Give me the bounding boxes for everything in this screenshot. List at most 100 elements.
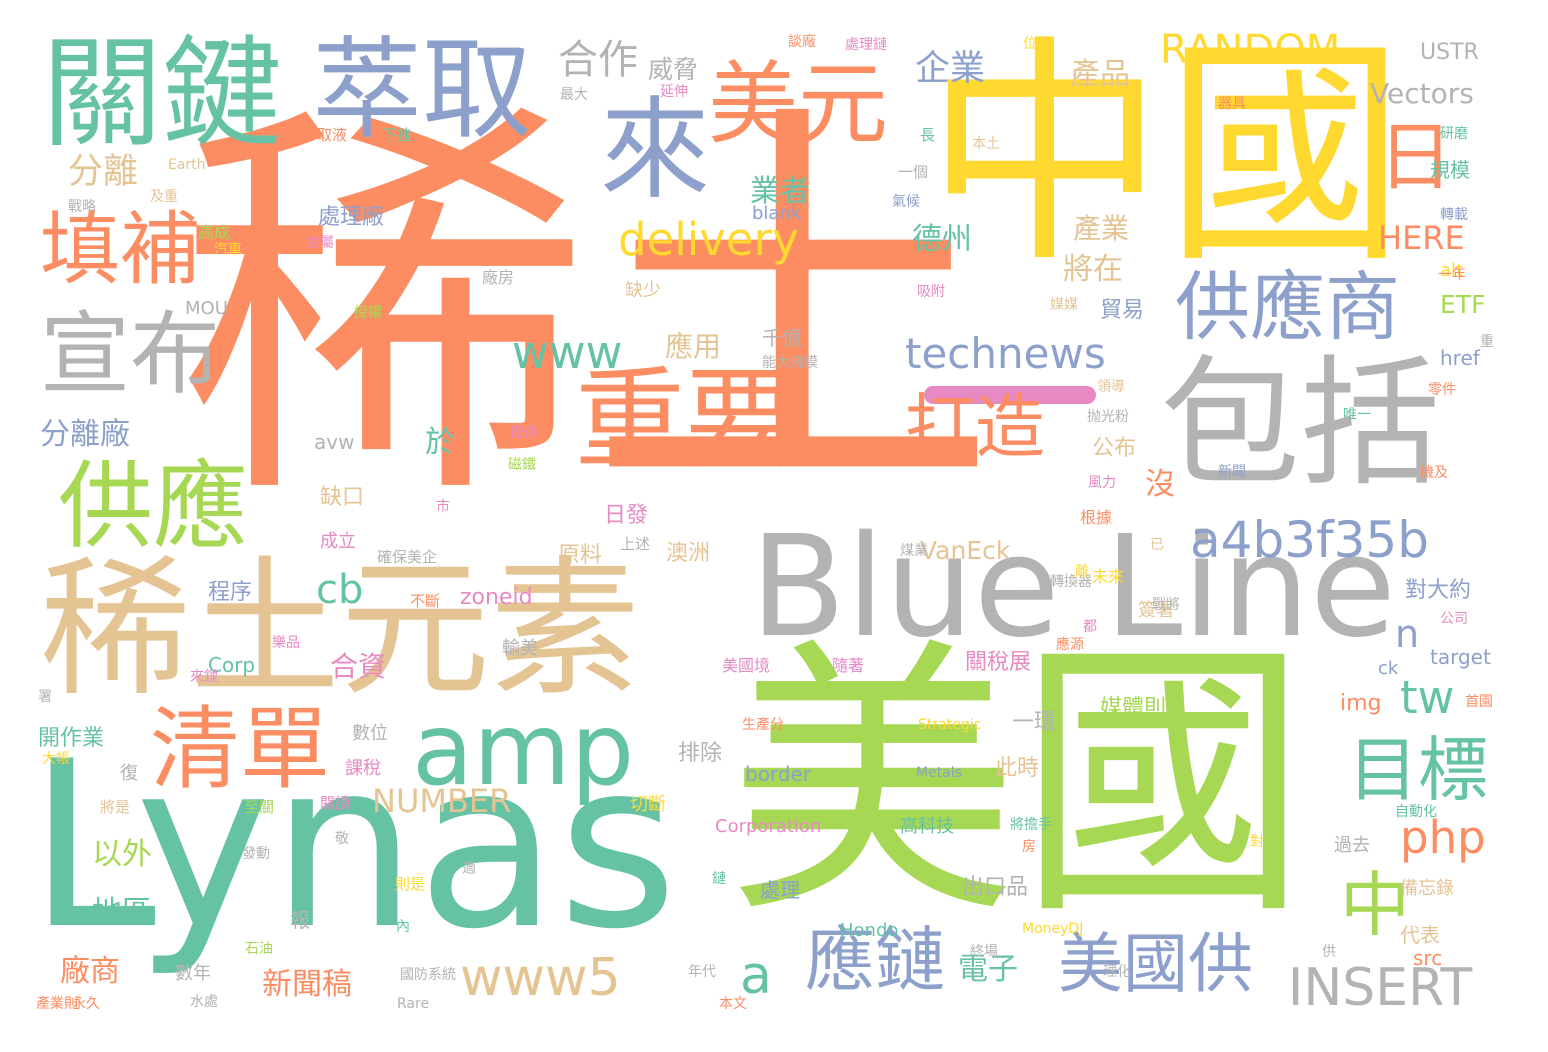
word-cjk-47: 分離廠 (40, 417, 130, 452)
word-cjk-132: 本土 (972, 136, 1000, 152)
word-cjk-97: 數位 (352, 723, 388, 744)
word-cjk-112: 確保美企 (377, 548, 438, 566)
word-cjk-113: 上述 (620, 535, 651, 553)
word-cjk-67: 澳洲 (666, 541, 711, 566)
word-cjk-66: 原料 (558, 543, 603, 568)
word-cjk-109: 根據 (1080, 508, 1113, 527)
word-cjk-60: 貿易 (1100, 298, 1145, 323)
word-cjk-138: 汽車 (214, 242, 242, 258)
word-cjk-9: 重要 (575, 356, 795, 484)
word-hondo: Hondo (840, 920, 899, 941)
word-cjk-170: 將擔手 (1010, 817, 1052, 833)
word-cjk-70: 對大約 (1405, 578, 1472, 603)
word-cjk-146: 零件 (1428, 382, 1456, 398)
word-cjk-139: 金屬 (306, 235, 334, 251)
word-mou: MOU (185, 298, 228, 319)
word-cjk-76: 此時 (995, 756, 1040, 781)
word-cjk-150: 磁鐵 (508, 457, 536, 473)
word-cjk-134: 氣候 (892, 194, 920, 210)
word-cjk-126: 最大 (560, 87, 588, 103)
word-vectors: Vectors (1370, 77, 1474, 110)
word-cjk-137: 轉載 (1440, 207, 1468, 223)
word-cjk-190: 署 (38, 689, 52, 705)
word-cjk-163: 樂品 (272, 635, 300, 651)
word-cjk-82: 處理 (760, 878, 800, 902)
word-cjk-157: 轉換器 (1050, 574, 1092, 590)
word-cjk-84: 備忘錄 (1400, 878, 1454, 899)
word-insert: INSERT (1288, 958, 1473, 1018)
word-target: target (1430, 645, 1491, 669)
word-cjk-151: 新聞 (1218, 464, 1246, 480)
word-cjk-130: 位 (1023, 36, 1037, 52)
word-cjk-1: 美國 (728, 616, 1308, 953)
word-cjk-119: 高成 (198, 223, 231, 242)
word-cjk-140: 吸附 (917, 284, 945, 300)
word-cjk-29: 中 (1340, 864, 1410, 946)
word-cjk-160: 應源 (1056, 637, 1084, 653)
word-cjk-110: 未來 (1092, 567, 1125, 586)
word-cjk-53: 處理廠 (318, 205, 385, 230)
word-src: src (1413, 946, 1443, 970)
word-cjk-38: 產品 (1070, 57, 1130, 92)
word-cjk-152: 機及 (1420, 465, 1448, 481)
word-number: NUMBER (372, 782, 512, 820)
word-zoneid: zoneid (460, 585, 533, 610)
word-cjk-166: 生產分 (742, 717, 784, 733)
word-cjk-154: 市 (436, 499, 450, 515)
word-cjk-123: 萃取液 (302, 126, 348, 144)
word-cjk-101: 報 (290, 908, 310, 932)
word-cjk-107: 隨著 (832, 656, 865, 675)
word-cjk-106: 美國境 (722, 656, 771, 675)
word-cjk-68: 程序 (208, 580, 253, 605)
word-cjk-21: 美國供 (1058, 927, 1254, 1002)
word-tw: tw (1400, 671, 1455, 724)
word-cjk-17: 供應商 (1175, 263, 1401, 351)
word-corporation: Corporation (715, 816, 822, 837)
word-amp: amp (412, 691, 635, 808)
word-cjk-183: 水處 (190, 994, 218, 1010)
word-vaneck: VanEck (920, 536, 1011, 565)
word-blue-line: Blue Line (750, 506, 1397, 669)
word-cjk-39: 威脅 (648, 55, 699, 84)
decorative-bar (924, 386, 1096, 404)
word-cjk-98: 課稅 (345, 758, 381, 779)
word-border: border (745, 762, 812, 786)
word-www: www (512, 326, 623, 379)
word-cjk-19: 打造 (905, 386, 1045, 468)
word-cjk-49: 德州 (912, 222, 972, 257)
word-cjk-180: 石油 (245, 941, 273, 957)
word-cjk-11: 美元 (708, 52, 888, 157)
word-cjk-153: 風力 (1088, 475, 1116, 491)
word-cjk-164: 來鋰 (190, 669, 218, 685)
word-cjk-62: 於 (425, 425, 455, 460)
word-cjk-88: 開作業 (38, 726, 105, 751)
word-cjk-96: 輸美 (502, 638, 538, 659)
word-img: img (1340, 691, 1382, 716)
word-cjk-71: 關稅展 (965, 650, 1032, 675)
word-cjk-175: 適 (462, 861, 476, 877)
word-cjk-191: 重 (1480, 334, 1494, 350)
word-cjk-125: 兩家 (437, 149, 468, 167)
word-cjk-83: 過去 (1334, 835, 1370, 856)
word-cjk-54: 合資 (330, 650, 387, 683)
word-cjk-58: 新聞稿 (262, 967, 352, 1002)
word-cjk-46: 分離 (68, 152, 139, 192)
word-cjk-57: 廠商 (60, 954, 120, 989)
word-cjk-28: 日 (1378, 113, 1454, 201)
word-cjk-90: 千億 (762, 326, 802, 350)
word-cjk-117: 廠房 (482, 268, 515, 287)
word-cjk-136: 研磨 (1440, 126, 1468, 142)
word-earth: Earth (168, 157, 206, 173)
word-ck: ck (1378, 658, 1399, 679)
word-cjk-55: 以外 (92, 837, 152, 872)
word-cjk-172: 閱讀 (320, 794, 351, 812)
word-cjk-177: 內 (396, 919, 410, 935)
word-ustr: USTR (1420, 40, 1479, 65)
word-cjk-193: 離 (1075, 564, 1089, 580)
word-cjk-75: 一環 (1012, 710, 1057, 735)
word-cjk-181: 國防系統 (400, 967, 456, 983)
word-cjk-142: 媒媒 (1050, 297, 1078, 313)
word-cjk-10: 來 (600, 86, 710, 214)
word-cjk-95: 成立 (320, 531, 356, 552)
word-cjk-165: 大帳 (42, 751, 70, 767)
